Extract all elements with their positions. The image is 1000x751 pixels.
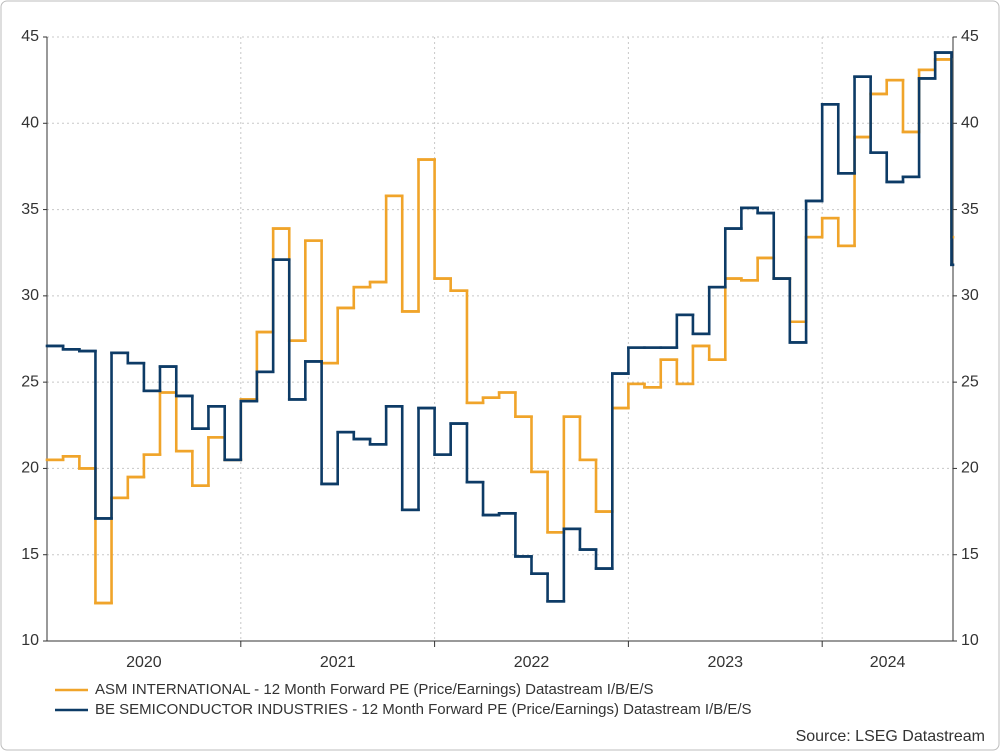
x-tick-label: 2020 bbox=[126, 654, 162, 671]
y2-tick-label: 20 bbox=[961, 460, 979, 477]
y2-tick-label: 25 bbox=[961, 373, 979, 390]
x-tick-label: 2022 bbox=[514, 654, 550, 671]
y2-tick-label: 30 bbox=[961, 287, 979, 304]
x-tick-label: 2021 bbox=[320, 654, 356, 671]
y-tick-label: 25 bbox=[21, 373, 39, 390]
y2-tick-label: 10 bbox=[961, 632, 979, 649]
y2-tick-label: 35 bbox=[961, 201, 979, 218]
source-note: Source: LSEG Datastream bbox=[796, 728, 985, 745]
y-tick-label: 10 bbox=[21, 632, 39, 649]
y-tick-label: 15 bbox=[21, 546, 39, 563]
y2-tick-label: 45 bbox=[961, 28, 979, 45]
y-tick-label: 35 bbox=[21, 201, 39, 218]
y-tick-label: 20 bbox=[21, 460, 39, 477]
y-tick-label: 40 bbox=[21, 115, 39, 132]
y2-tick-label: 40 bbox=[961, 115, 979, 132]
y-tick-label: 30 bbox=[21, 287, 39, 304]
x-tick-label: 2023 bbox=[707, 654, 743, 671]
legend-label: ASM INTERNATIONAL - 12 Month Forward PE … bbox=[95, 681, 654, 698]
y2-tick-label: 15 bbox=[961, 546, 979, 563]
x-tick-label: 2024 bbox=[870, 654, 906, 671]
y-tick-label: 45 bbox=[21, 28, 39, 45]
legend-label: BE SEMICONDUCTOR INDUSTRIES - 12 Month F… bbox=[95, 701, 752, 718]
